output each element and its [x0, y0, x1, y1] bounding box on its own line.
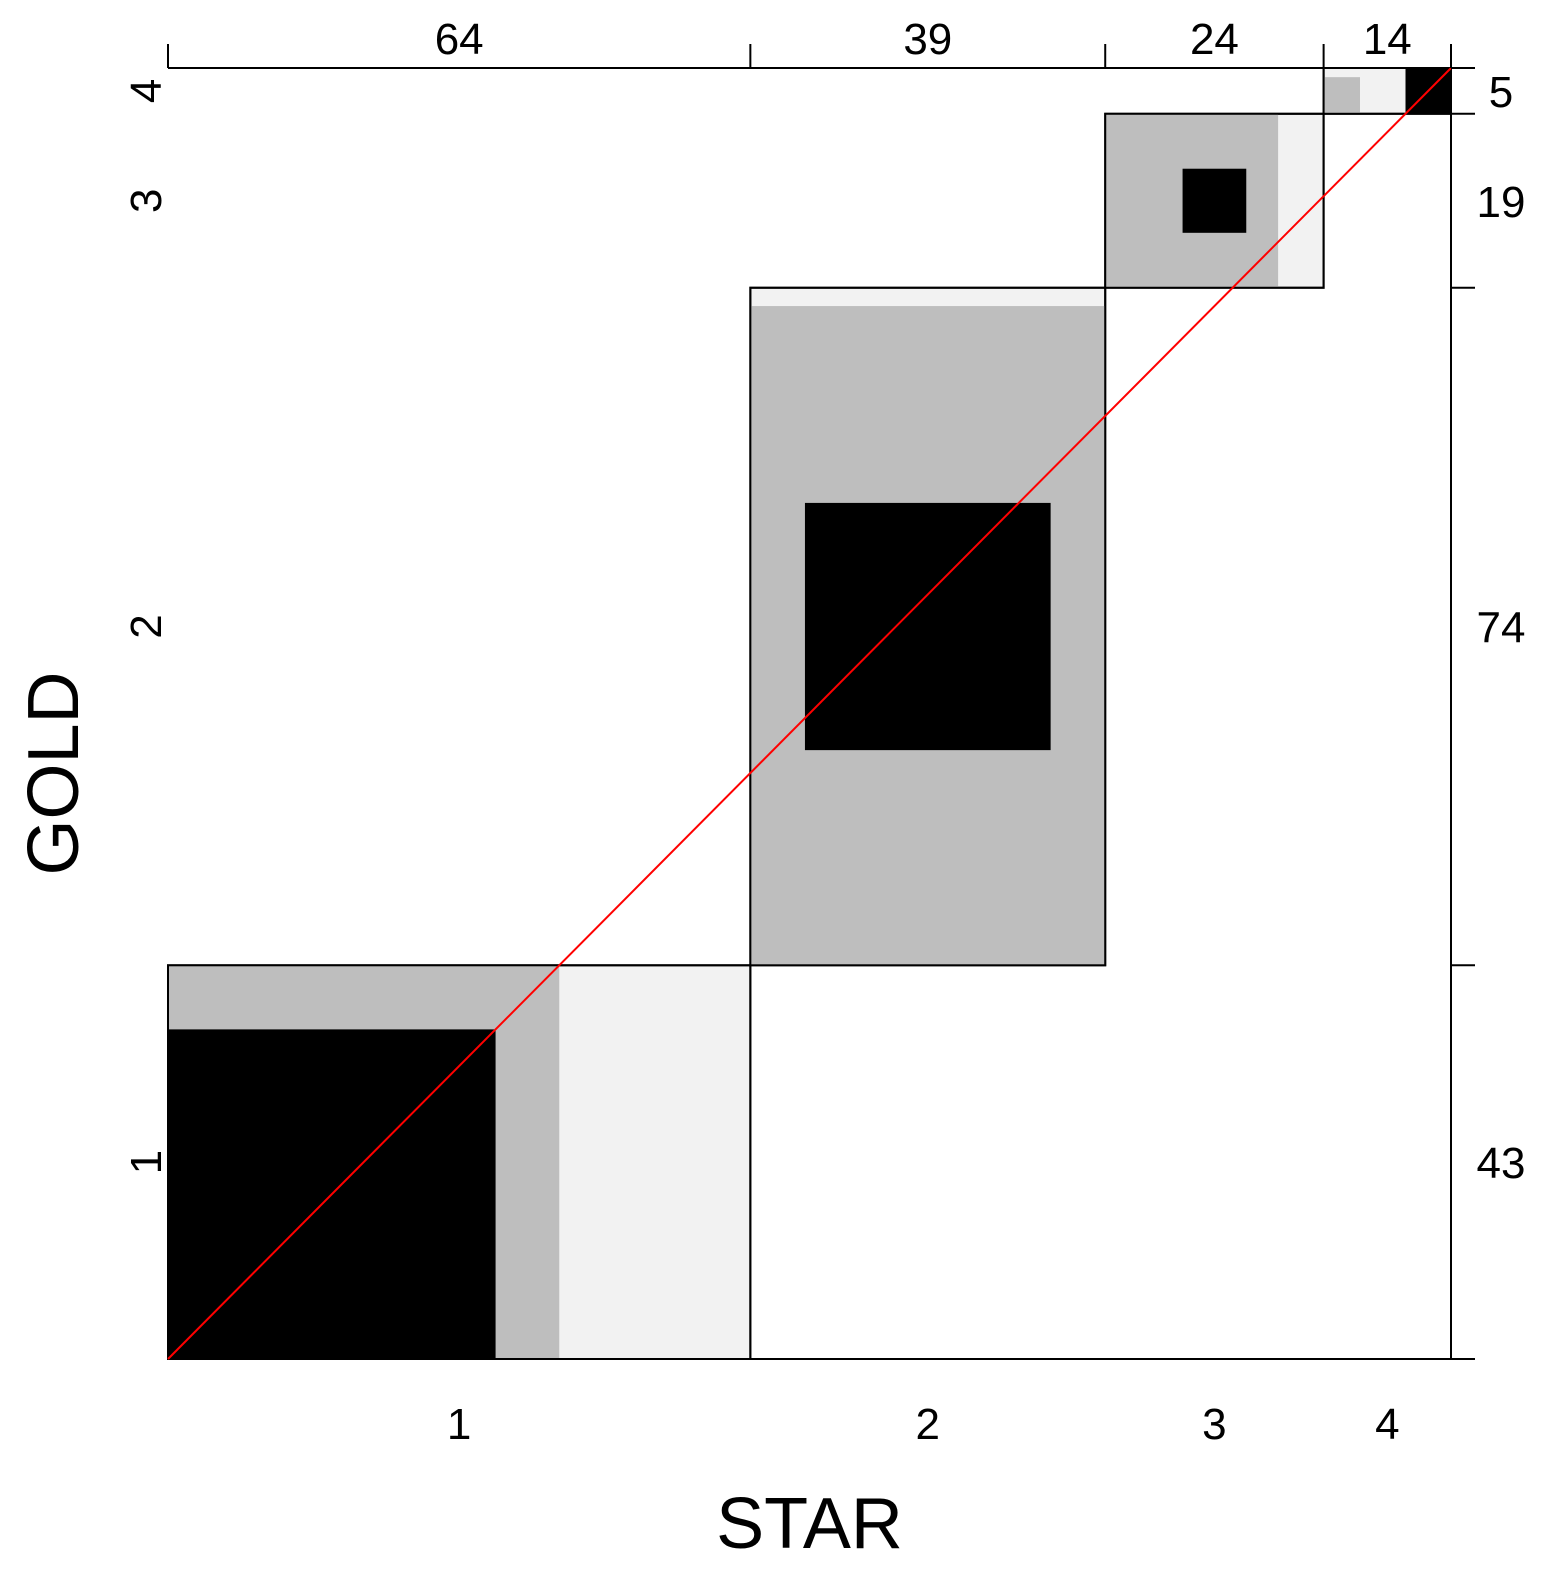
partial-agreement-rect-4	[1323, 77, 1361, 114]
row-total-label: 43	[1477, 1139, 1526, 1188]
diagonal-reference-line	[167, 67, 1452, 1360]
row-total-label: 19	[1477, 178, 1526, 227]
cell-outline-3	[1104, 112, 1325, 289]
row-total-label: 5	[1489, 68, 1513, 117]
column-total-label: 64	[435, 15, 484, 64]
x-tick-label: 1	[447, 1400, 471, 1449]
column-total-label: 39	[903, 15, 952, 64]
y-tick-label: 3	[122, 189, 171, 213]
exact-agreement-rect-2	[804, 502, 1051, 751]
x-axis-title: STAR	[716, 1484, 903, 1564]
x-tick-label: 3	[1202, 1400, 1226, 1449]
row-total-label: 74	[1477, 604, 1526, 653]
y-tick-label: 1	[122, 1150, 171, 1174]
exact-agreement-rect-3	[1182, 168, 1247, 233]
y-tick-label: 4	[122, 79, 171, 103]
y-tick-label: 2	[122, 614, 171, 638]
column-total-label: 24	[1190, 15, 1239, 64]
axes: 64 1 39 2 24 3 14 4 43 1 74 2 19 3 5 4	[122, 15, 1525, 1449]
y-axis-title: GOLD	[14, 671, 94, 875]
column-total-label: 14	[1363, 15, 1412, 64]
plot-frame	[168, 67, 1475, 1360]
x-tick-label: 4	[1375, 1400, 1399, 1449]
cell-outline-2	[749, 286, 1107, 967]
x-tick-label: 2	[916, 1400, 940, 1449]
